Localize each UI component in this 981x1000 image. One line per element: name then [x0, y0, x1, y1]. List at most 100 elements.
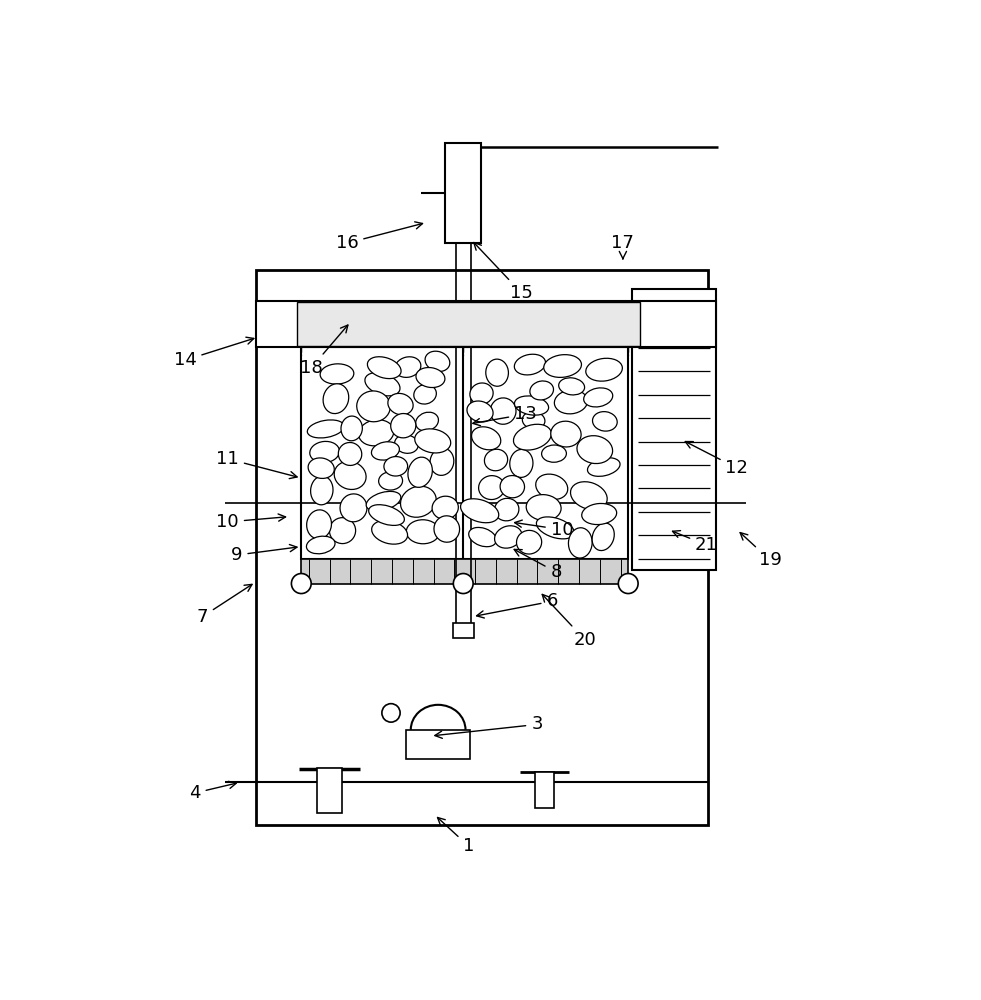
- Ellipse shape: [372, 520, 407, 544]
- Ellipse shape: [359, 420, 393, 446]
- Ellipse shape: [310, 441, 339, 463]
- Ellipse shape: [470, 383, 493, 404]
- Ellipse shape: [588, 458, 620, 476]
- Ellipse shape: [307, 510, 332, 539]
- Circle shape: [382, 704, 400, 722]
- Text: 15: 15: [474, 242, 534, 302]
- Ellipse shape: [514, 354, 545, 375]
- Text: 10: 10: [216, 513, 285, 531]
- Ellipse shape: [500, 476, 525, 498]
- Ellipse shape: [593, 412, 617, 431]
- Ellipse shape: [341, 416, 362, 441]
- Ellipse shape: [311, 476, 333, 505]
- Ellipse shape: [372, 442, 399, 460]
- Ellipse shape: [394, 357, 421, 377]
- Bar: [632, 289, 716, 570]
- Ellipse shape: [536, 474, 568, 499]
- Ellipse shape: [522, 412, 544, 429]
- Circle shape: [291, 574, 311, 594]
- Bar: [301, 559, 628, 584]
- Ellipse shape: [559, 378, 585, 395]
- Bar: [406, 730, 470, 759]
- Ellipse shape: [542, 445, 566, 462]
- Text: 11: 11: [216, 450, 297, 479]
- Ellipse shape: [366, 491, 401, 511]
- Text: 3: 3: [435, 715, 542, 738]
- Text: 4: 4: [189, 781, 236, 802]
- Text: 21: 21: [673, 531, 718, 554]
- Text: 20: 20: [542, 594, 596, 649]
- Ellipse shape: [577, 436, 612, 464]
- Ellipse shape: [586, 358, 622, 381]
- Ellipse shape: [485, 449, 507, 471]
- Ellipse shape: [340, 494, 367, 522]
- Ellipse shape: [416, 412, 439, 431]
- Ellipse shape: [513, 424, 551, 450]
- Text: 8: 8: [514, 549, 562, 581]
- Ellipse shape: [394, 435, 418, 453]
- Ellipse shape: [384, 457, 408, 476]
- Ellipse shape: [308, 458, 335, 478]
- Text: 9: 9: [231, 545, 297, 564]
- Bar: [297, 302, 640, 346]
- Ellipse shape: [467, 401, 493, 422]
- Ellipse shape: [415, 429, 450, 453]
- Ellipse shape: [406, 520, 439, 544]
- Ellipse shape: [414, 385, 437, 404]
- Ellipse shape: [472, 427, 500, 450]
- Text: 6: 6: [477, 592, 558, 618]
- Ellipse shape: [330, 518, 356, 544]
- Ellipse shape: [526, 495, 561, 521]
- Ellipse shape: [593, 523, 614, 551]
- Ellipse shape: [510, 449, 533, 477]
- Ellipse shape: [537, 517, 574, 539]
- Text: 7: 7: [197, 584, 252, 626]
- Bar: [256, 270, 708, 825]
- Ellipse shape: [514, 396, 548, 415]
- Ellipse shape: [479, 476, 504, 500]
- Ellipse shape: [554, 390, 588, 414]
- Ellipse shape: [494, 498, 519, 521]
- Text: 10: 10: [515, 520, 573, 539]
- Bar: [445, 143, 482, 243]
- Ellipse shape: [432, 496, 458, 519]
- Ellipse shape: [460, 499, 498, 523]
- Ellipse shape: [338, 442, 362, 465]
- Bar: [535, 772, 554, 808]
- Ellipse shape: [368, 357, 401, 379]
- Text: 14: 14: [174, 337, 254, 369]
- Ellipse shape: [323, 384, 348, 414]
- Ellipse shape: [408, 457, 433, 487]
- Bar: [301, 347, 628, 559]
- Text: 16: 16: [336, 222, 423, 252]
- Ellipse shape: [306, 536, 336, 554]
- Text: 17: 17: [611, 234, 635, 259]
- Ellipse shape: [307, 420, 344, 438]
- Ellipse shape: [543, 355, 582, 377]
- Text: 12: 12: [686, 442, 749, 477]
- Ellipse shape: [387, 393, 413, 415]
- Ellipse shape: [486, 359, 508, 386]
- Ellipse shape: [571, 482, 607, 510]
- Text: 1: 1: [438, 817, 474, 855]
- Bar: [452, 623, 474, 638]
- Ellipse shape: [335, 461, 366, 489]
- Ellipse shape: [320, 364, 354, 384]
- Ellipse shape: [357, 391, 390, 422]
- Ellipse shape: [550, 421, 581, 447]
- Ellipse shape: [379, 472, 402, 490]
- Bar: [256, 301, 716, 347]
- Text: 18: 18: [300, 325, 348, 377]
- Ellipse shape: [584, 388, 613, 407]
- Ellipse shape: [517, 530, 542, 554]
- Ellipse shape: [434, 516, 459, 542]
- Ellipse shape: [365, 373, 400, 396]
- Ellipse shape: [416, 368, 445, 388]
- Circle shape: [618, 574, 638, 594]
- Ellipse shape: [568, 528, 593, 558]
- Ellipse shape: [369, 505, 404, 525]
- Ellipse shape: [490, 398, 516, 424]
- Ellipse shape: [469, 527, 496, 547]
- Text: 19: 19: [740, 533, 782, 569]
- Ellipse shape: [582, 503, 617, 525]
